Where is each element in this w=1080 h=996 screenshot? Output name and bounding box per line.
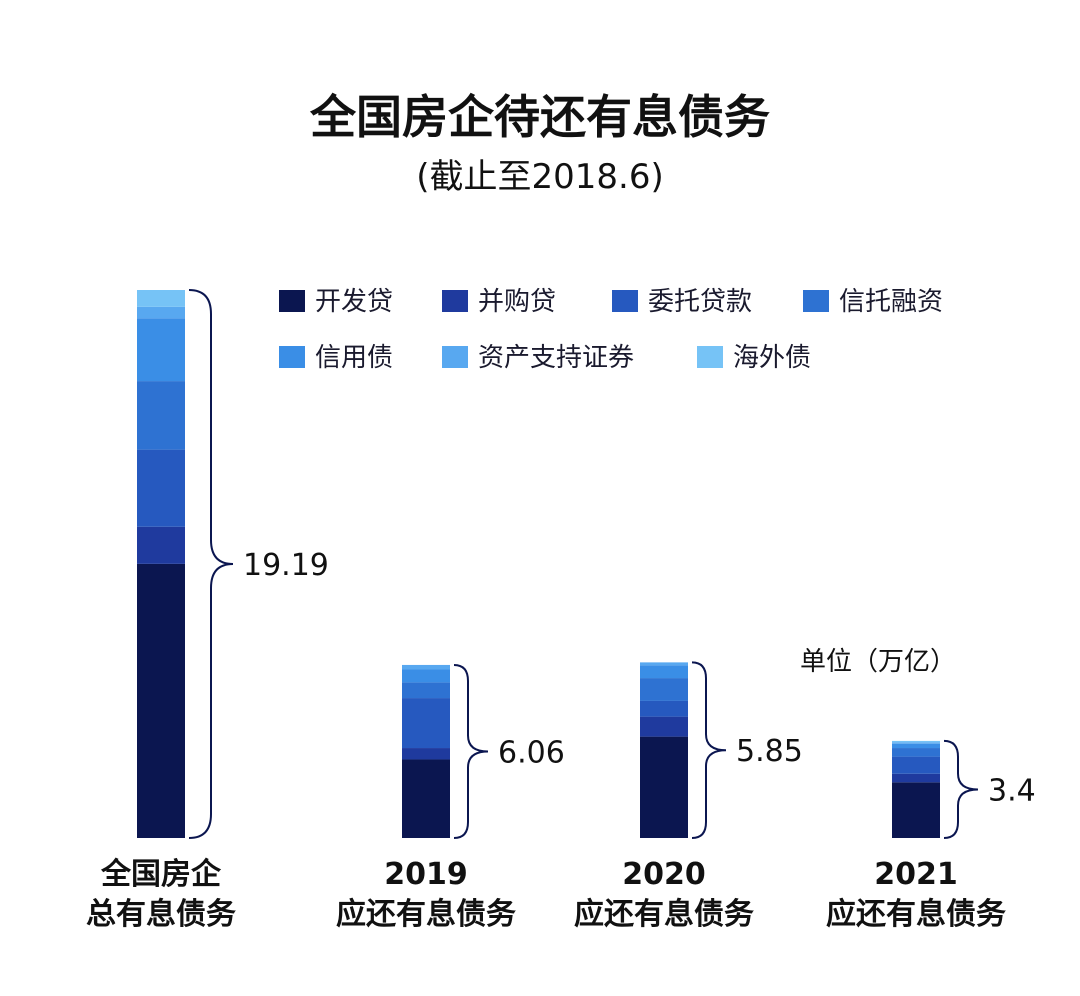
legend-swatch-6 — [697, 346, 723, 368]
bar-segment-3-6 — [892, 740, 940, 743]
category-label-3-line1: 2021 — [874, 857, 958, 892]
unit-label: 单位（万亿） — [800, 647, 956, 677]
legend-label-6: 海外债 — [733, 343, 811, 373]
legend-label-1: 并购贷 — [478, 287, 556, 317]
bar-segment-0-1 — [137, 526, 185, 564]
bar-segment-1-0 — [402, 759, 450, 838]
category-label-0-line2: 总有息债务 — [86, 897, 236, 932]
bar-segment-0-2 — [137, 449, 185, 527]
bar-segment-1-4 — [402, 669, 450, 683]
bar-segment-3-0 — [892, 782, 940, 838]
bar-segment-1-5 — [402, 664, 450, 670]
chart-subtitle: (截止至2018.6) — [416, 157, 664, 197]
legend-label-3: 信托融资 — [839, 287, 943, 317]
total-label-2: 5.85 — [736, 734, 803, 769]
brace-0 — [188, 289, 234, 839]
bar-segment-2-0 — [640, 736, 688, 838]
bar-segment-1-2 — [402, 698, 450, 749]
total-label-0: 19.19 — [243, 548, 329, 583]
bar-segment-0-3 — [137, 381, 185, 450]
brace-2 — [691, 661, 727, 839]
bar-segment-2-2 — [640, 700, 688, 717]
category-label-3-line2: 应还有息债务 — [826, 897, 1006, 932]
bar-segment-0-0 — [137, 563, 185, 838]
bar-segment-3-1 — [892, 773, 940, 783]
bar-segment-2-3 — [640, 678, 688, 701]
bar-segment-3-5 — [892, 742, 940, 744]
bar-segment-3-3 — [892, 748, 940, 757]
legend-swatch-1 — [442, 290, 468, 312]
chart-title: 全国房企待还有息债务 — [309, 90, 770, 144]
legend-label-2: 委托贷款 — [648, 287, 752, 317]
brace-1 — [453, 663, 489, 839]
category-label-2-line2: 应还有息债务 — [574, 897, 754, 932]
category-label-2-line1: 2020 — [622, 857, 706, 892]
category-label-0-line1: 全国房企 — [100, 857, 222, 892]
legend-swatch-5 — [442, 346, 468, 368]
brace-3 — [943, 739, 979, 839]
total-label-1: 6.06 — [498, 735, 565, 770]
bar-segment-2-1 — [640, 716, 688, 737]
bar-segment-2-5 — [640, 662, 688, 666]
bar-segment-3-4 — [892, 743, 940, 749]
bar-segment-2-4 — [640, 665, 688, 679]
legend-swatch-4 — [279, 346, 305, 368]
bars-group — [137, 290, 940, 838]
category-label-1-line1: 2019 — [384, 857, 468, 892]
bar-segment-1-1 — [402, 748, 450, 760]
category-label-1-line2: 应还有息债务 — [336, 897, 516, 932]
legend-swatch-3 — [803, 290, 829, 312]
legend-swatch-0 — [279, 290, 305, 312]
legend-label-5: 资产支持证券 — [478, 343, 634, 373]
legend-label-4: 信用债 — [315, 343, 393, 373]
bar-segment-0-4 — [137, 318, 185, 382]
bar-segment-0-6 — [137, 290, 185, 307]
total-label-3: 3.4 — [988, 773, 1036, 808]
legend-label-0: 开发贷 — [315, 287, 393, 317]
bar-segment-1-3 — [402, 682, 450, 699]
bar-segment-3-2 — [892, 756, 940, 774]
bar-segment-0-5 — [137, 306, 185, 319]
legend-swatch-2 — [612, 290, 638, 312]
